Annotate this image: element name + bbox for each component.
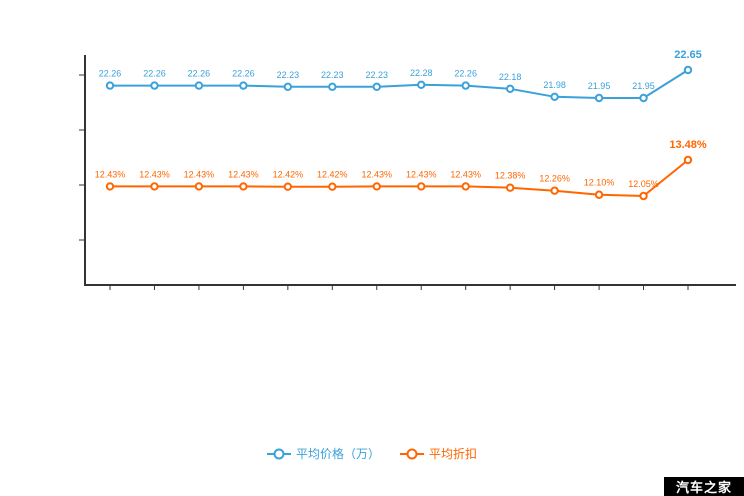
data-point <box>550 92 559 102</box>
data-label: 12.42% <box>317 170 348 180</box>
data-label: 12.43% <box>362 169 393 179</box>
data-label: 12.05% <box>628 179 659 189</box>
data-point <box>639 191 648 201</box>
data-point <box>461 81 470 90</box>
data-point <box>283 182 293 191</box>
legend-label: 平均价格（万） <box>295 447 380 461</box>
legend-item-1[interactable]: 平均折扣 <box>400 445 477 462</box>
data-point <box>372 182 381 191</box>
data-point <box>283 82 293 92</box>
legend-item-0[interactable]: 平均价格（万） <box>266 445 380 462</box>
data-point <box>683 65 693 75</box>
data-label: 22.26 <box>188 69 211 79</box>
data-label: 12.43% <box>95 169 126 179</box>
data-point <box>239 81 248 90</box>
data-label: 21.95 <box>632 81 655 91</box>
data-point <box>639 93 648 103</box>
data-label: 22.26 <box>99 69 122 79</box>
data-label: 12.43% <box>139 169 170 179</box>
data-label: 12.43% <box>228 169 259 179</box>
chart-legend: 平均价格（万） 平均折扣 <box>0 445 744 462</box>
data-label: 12.38% <box>495 171 526 181</box>
data-point <box>505 183 515 192</box>
data-point <box>105 182 115 191</box>
data-label: 21.95 <box>588 81 611 91</box>
data-point <box>372 82 381 92</box>
legend-marker-icon <box>400 448 424 459</box>
watermark-logo: 汽车之家 <box>663 477 744 496</box>
data-label: 22.26 <box>232 69 255 79</box>
data-label: 22.26 <box>143 69 166 79</box>
data-label: 22.65 <box>674 49 702 61</box>
data-point <box>505 84 515 94</box>
data-label: 22.23 <box>366 70 389 80</box>
data-label: 12.10% <box>584 178 615 188</box>
data-label: 22.28 <box>410 68 433 78</box>
data-label: 22.26 <box>454 69 477 79</box>
data-point <box>594 93 604 103</box>
data-label: 13.48% <box>669 139 707 151</box>
data-point <box>194 81 204 90</box>
data-label: 12.43% <box>184 169 215 179</box>
data-point <box>105 81 115 90</box>
data-point <box>150 182 159 191</box>
series-line-1 <box>109 159 689 197</box>
data-label: 22.23 <box>321 70 344 80</box>
legend-marker-icon <box>266 448 291 459</box>
data-label: 21.98 <box>543 80 566 90</box>
data-point <box>194 182 204 191</box>
data-point <box>683 155 693 165</box>
data-label: 12.42% <box>273 170 304 180</box>
data-label: 12.43% <box>406 169 437 179</box>
data-point <box>594 190 604 199</box>
data-point <box>328 82 337 92</box>
data-point <box>239 182 248 191</box>
data-point <box>328 182 337 191</box>
data-label: 22.23 <box>277 70 300 80</box>
data-label: 12.26% <box>539 174 570 184</box>
data-label: 12.43% <box>450 169 481 179</box>
data-point <box>550 186 559 195</box>
data-label: 22.18 <box>499 72 522 82</box>
data-point <box>417 80 426 90</box>
data-point <box>417 182 426 191</box>
data-point <box>461 182 470 191</box>
data-point <box>150 81 159 90</box>
legend-label: 平均折扣 <box>429 447 478 461</box>
series-line-0 <box>109 69 689 99</box>
